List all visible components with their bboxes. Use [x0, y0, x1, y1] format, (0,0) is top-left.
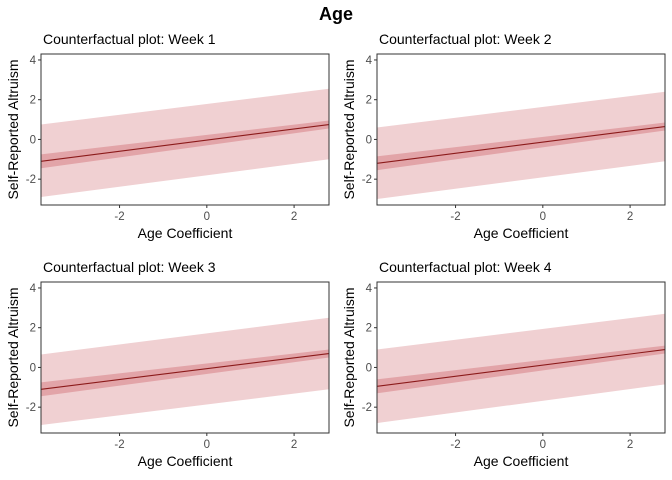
panel-title: Counterfactual plot: Week 1 — [43, 31, 216, 47]
x-tick-label: 2 — [627, 439, 633, 451]
x-tick-label: 2 — [291, 439, 297, 451]
inner-interval-band — [377, 122, 665, 171]
x-tick-label: 0 — [204, 211, 210, 223]
y-axis-label: Self-Reported Altruism — [341, 59, 357, 199]
plot-area — [41, 88, 329, 198]
inner-interval-band — [41, 349, 329, 397]
y-tick-label: 2 — [30, 95, 36, 107]
x-tick-label: -2 — [450, 211, 460, 223]
panel-week-2: -2 0 2 -2 0 2 4 Counterfactual plot: Week 2 Age … — [341, 31, 666, 241]
y-tick-label: 0 — [30, 362, 36, 374]
panel-week-3: -2 0 2 -2 0 2 4 Counterfactual plot: Week 3 Age … — [5, 259, 330, 469]
panel-title: Counterfactual plot: Week 4 — [379, 259, 552, 275]
plot-area — [377, 91, 665, 200]
y-tick-label: 0 — [366, 362, 372, 374]
y-tick-label: 2 — [366, 323, 372, 335]
panel-title: Counterfactual plot: Week 3 — [43, 259, 216, 275]
prediction-line — [377, 349, 665, 387]
y-tick-label: -2 — [362, 174, 372, 186]
y-tick-label: 4 — [30, 55, 37, 67]
x-tick-label: 0 — [540, 439, 546, 451]
x-tick-label: 2 — [291, 211, 297, 223]
inner-interval-band — [41, 120, 329, 169]
panel-border — [40, 53, 330, 206]
y-tick-label: -2 — [26, 402, 36, 414]
plot-area — [377, 313, 665, 424]
panel-border — [40, 281, 330, 434]
y-axis-label: Self-Reported Altruism — [5, 59, 21, 199]
x-tick-label: -2 — [114, 211, 124, 223]
y-tick-label: 2 — [30, 323, 36, 335]
prediction-line — [41, 352, 329, 390]
panel-week-4: -2 0 2 -2 0 2 4 Counterfactual plot: Week 4 Age … — [341, 259, 666, 469]
y-tick-label: 4 — [30, 283, 37, 295]
x-tick-label: -2 — [114, 439, 124, 451]
x-axis-label: Age Coefficient — [474, 225, 569, 241]
y-tick-label: 4 — [366, 283, 373, 295]
y-axis-label: Self-Reported Altruism — [341, 287, 357, 427]
prediction-line — [377, 125, 665, 164]
panel-border — [376, 281, 666, 434]
y-axis-label: Self-Reported Altruism — [5, 287, 21, 427]
panel-week-1: -2 0 2 -2 0 2 4 Counterfactual plot: Week 1 Age … — [5, 31, 330, 241]
plot-area — [41, 317, 329, 426]
x-axis-label: Age Coefficient — [474, 453, 569, 469]
x-tick-label: -2 — [450, 439, 460, 451]
panel-title: Counterfactual plot: Week 2 — [379, 31, 552, 47]
figure-title: Age — [319, 4, 353, 24]
x-tick-label: 0 — [540, 211, 546, 223]
y-tick-label: 2 — [366, 95, 372, 107]
panel-border — [376, 53, 666, 206]
x-axis-label: Age Coefficient — [138, 453, 233, 469]
x-axis-label: Age Coefficient — [138, 225, 233, 241]
x-tick-label: 2 — [627, 211, 633, 223]
y-tick-label: -2 — [26, 174, 36, 186]
y-tick-label: 4 — [366, 55, 373, 67]
y-tick-label: 0 — [366, 134, 372, 146]
y-tick-label: 0 — [30, 134, 36, 146]
x-tick-label: 0 — [204, 439, 210, 451]
y-tick-label: -2 — [362, 402, 372, 414]
prediction-line — [41, 123, 329, 162]
inner-interval-band — [377, 345, 665, 394]
